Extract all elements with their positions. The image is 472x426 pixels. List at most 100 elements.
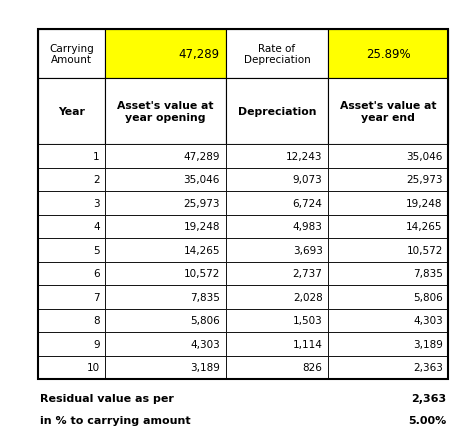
Bar bbox=[105, 145, 226, 168]
Text: 35,046: 35,046 bbox=[406, 152, 443, 161]
Text: 47,289: 47,289 bbox=[179, 48, 220, 61]
Bar bbox=[226, 309, 328, 332]
Bar bbox=[105, 239, 226, 262]
Text: 5,806: 5,806 bbox=[413, 292, 443, 302]
Text: 10,572: 10,572 bbox=[184, 269, 220, 279]
Text: 7,835: 7,835 bbox=[413, 269, 443, 279]
Text: Year: Year bbox=[58, 107, 85, 117]
Text: in % to carrying amount: in % to carrying amount bbox=[40, 414, 191, 425]
Bar bbox=[105, 356, 226, 379]
Bar bbox=[328, 332, 448, 356]
Text: 47,289: 47,289 bbox=[184, 152, 220, 161]
Bar bbox=[226, 30, 328, 79]
Bar bbox=[105, 262, 226, 285]
Text: 25.89%: 25.89% bbox=[366, 48, 411, 61]
Text: 4: 4 bbox=[93, 222, 100, 232]
Bar bbox=[328, 285, 448, 309]
Bar bbox=[328, 79, 448, 145]
Text: Depreciation: Depreciation bbox=[238, 107, 316, 117]
Bar bbox=[105, 192, 226, 215]
Text: 5.00%: 5.00% bbox=[408, 414, 446, 425]
Bar bbox=[38, 30, 448, 379]
Text: 2: 2 bbox=[93, 175, 100, 185]
Text: 6: 6 bbox=[93, 269, 100, 279]
Bar bbox=[226, 192, 328, 215]
Text: 2,363: 2,363 bbox=[411, 393, 446, 403]
Text: 25,973: 25,973 bbox=[406, 175, 443, 185]
Text: Carrying
Amount: Carrying Amount bbox=[49, 43, 94, 65]
Text: 10: 10 bbox=[87, 363, 100, 372]
Text: 3,693: 3,693 bbox=[293, 245, 322, 255]
Bar bbox=[105, 30, 226, 79]
Bar bbox=[328, 168, 448, 192]
Text: 2,363: 2,363 bbox=[413, 363, 443, 372]
Bar bbox=[226, 168, 328, 192]
Text: 19,248: 19,248 bbox=[406, 199, 443, 208]
Bar bbox=[226, 79, 328, 145]
Bar bbox=[105, 309, 226, 332]
Bar bbox=[105, 285, 226, 309]
Text: 4,983: 4,983 bbox=[293, 222, 322, 232]
Text: 3: 3 bbox=[93, 199, 100, 208]
Text: 5,806: 5,806 bbox=[190, 316, 220, 325]
Text: Asset's value at
year end: Asset's value at year end bbox=[340, 101, 437, 123]
Bar bbox=[328, 239, 448, 262]
Bar bbox=[38, 332, 105, 356]
Text: 3,189: 3,189 bbox=[413, 339, 443, 349]
Text: 5: 5 bbox=[93, 245, 100, 255]
Text: 7,835: 7,835 bbox=[190, 292, 220, 302]
Bar bbox=[226, 262, 328, 285]
Bar bbox=[328, 309, 448, 332]
Text: 9: 9 bbox=[93, 339, 100, 349]
Text: 3,189: 3,189 bbox=[190, 363, 220, 372]
Text: 1: 1 bbox=[93, 152, 100, 161]
Bar bbox=[38, 285, 105, 309]
Text: 14,265: 14,265 bbox=[184, 245, 220, 255]
Bar bbox=[226, 332, 328, 356]
Text: 7: 7 bbox=[93, 292, 100, 302]
Text: Residual value as per: Residual value as per bbox=[40, 393, 174, 403]
Text: 19,248: 19,248 bbox=[184, 222, 220, 232]
Bar bbox=[328, 356, 448, 379]
Bar bbox=[105, 215, 226, 239]
Text: 826: 826 bbox=[303, 363, 322, 372]
Text: 1,503: 1,503 bbox=[293, 316, 322, 325]
Text: Rate of
Depreciation: Rate of Depreciation bbox=[244, 43, 310, 65]
Text: Asset's value at
year opening: Asset's value at year opening bbox=[117, 101, 214, 123]
Bar bbox=[328, 215, 448, 239]
Bar bbox=[38, 79, 105, 145]
Text: 8: 8 bbox=[93, 316, 100, 325]
Bar bbox=[328, 30, 448, 79]
Bar bbox=[38, 215, 105, 239]
Bar bbox=[38, 168, 105, 192]
Text: 12,243: 12,243 bbox=[286, 152, 322, 161]
Bar bbox=[226, 239, 328, 262]
Bar bbox=[38, 262, 105, 285]
Bar bbox=[38, 356, 105, 379]
Bar bbox=[328, 192, 448, 215]
Bar bbox=[105, 168, 226, 192]
Bar bbox=[38, 192, 105, 215]
Text: 25,973: 25,973 bbox=[184, 199, 220, 208]
Text: 10,572: 10,572 bbox=[406, 245, 443, 255]
Bar bbox=[328, 262, 448, 285]
Text: 2,737: 2,737 bbox=[293, 269, 322, 279]
Bar bbox=[38, 309, 105, 332]
Text: 4,303: 4,303 bbox=[190, 339, 220, 349]
Text: 35,046: 35,046 bbox=[184, 175, 220, 185]
Bar bbox=[105, 332, 226, 356]
Text: 6,724: 6,724 bbox=[293, 199, 322, 208]
Bar bbox=[226, 145, 328, 168]
Bar bbox=[105, 79, 226, 145]
Text: 4,303: 4,303 bbox=[413, 316, 443, 325]
Text: 9,073: 9,073 bbox=[293, 175, 322, 185]
Bar bbox=[38, 145, 105, 168]
Bar bbox=[38, 30, 105, 79]
Text: 2,028: 2,028 bbox=[293, 292, 322, 302]
Bar bbox=[226, 285, 328, 309]
Text: 14,265: 14,265 bbox=[406, 222, 443, 232]
Bar bbox=[38, 239, 105, 262]
Text: 1,114: 1,114 bbox=[293, 339, 322, 349]
Bar bbox=[226, 356, 328, 379]
Bar bbox=[226, 215, 328, 239]
